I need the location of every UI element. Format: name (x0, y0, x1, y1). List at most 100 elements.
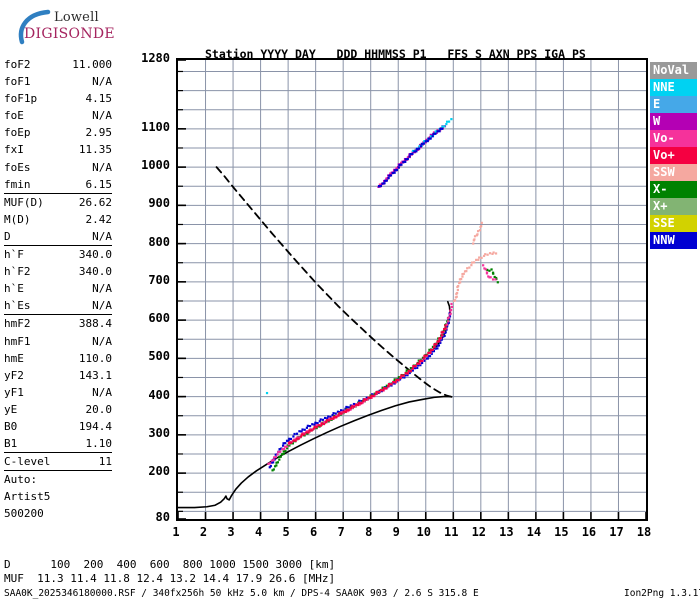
echo-point (484, 268, 487, 271)
echo-point (325, 419, 329, 422)
echo-point (398, 163, 401, 167)
echo-point (496, 281, 499, 284)
legend-item-vo[interactable]: Vo+ (650, 147, 697, 164)
param-value: N/A (92, 299, 112, 313)
echo-point (407, 369, 410, 373)
param-value: 340.0 (78, 248, 112, 262)
echo-point (324, 416, 327, 420)
echo-point (436, 340, 439, 343)
legend-item-e[interactable]: E (650, 96, 697, 113)
echo-point (320, 422, 323, 425)
echo-point (296, 436, 299, 439)
param-row-fxi: fxI 11.35 (4, 141, 112, 158)
echo-point (436, 344, 439, 347)
legend-item-ssw[interactable]: SSW (650, 164, 697, 181)
legend-item-x[interactable]: X+ (650, 198, 697, 215)
param-auto-program: Artist5 (4, 490, 51, 504)
echo-point (325, 421, 328, 424)
echo-point (478, 229, 482, 232)
param-group-divider (4, 470, 112, 472)
echo-point (279, 455, 282, 458)
x-axis-tick-label: 14 (526, 525, 542, 539)
param-row-hf: h`F 340.0 (4, 246, 112, 263)
echo-point (416, 366, 419, 369)
echo-point (431, 350, 434, 353)
echo-point (328, 417, 331, 420)
echo-point (366, 398, 369, 401)
echo-point (435, 131, 438, 134)
echo-point (439, 341, 442, 344)
echo-point (382, 387, 385, 390)
legend-item-x[interactable]: X- (650, 181, 697, 198)
echo-point (340, 411, 343, 414)
echo-point (432, 132, 435, 135)
echo-point (409, 369, 412, 372)
legend-item-sse[interactable]: SSE (650, 215, 697, 232)
echo-point (270, 461, 273, 464)
echo-point (432, 346, 436, 349)
legend-item-noval[interactable]: NoVal (650, 62, 697, 79)
echo-point (362, 400, 365, 403)
echo-point (347, 406, 350, 409)
param-key: M(D) (4, 212, 31, 226)
legend-item-nne[interactable]: NNE (650, 79, 697, 96)
legend-item-w[interactable]: W (650, 113, 697, 130)
param-group-divider (4, 452, 112, 454)
echo-point (486, 253, 489, 256)
echo-point (344, 410, 347, 414)
echo-point (400, 163, 403, 166)
echo-point (425, 138, 428, 141)
param-row-b1: B1 1.10 (4, 435, 112, 452)
param-key: fmin (4, 177, 31, 191)
echo-point (278, 458, 281, 461)
y-axis-tick-label: 800 (148, 234, 170, 249)
echo-point (448, 318, 451, 321)
param-key: yE (4, 402, 18, 416)
echo-point (395, 168, 399, 172)
logo-digisonde-text: DIGISONDE (24, 26, 115, 42)
echo-point (306, 424, 309, 427)
echo-point (430, 352, 433, 355)
echo-point (456, 291, 459, 295)
echo-point (466, 267, 469, 270)
echo-point (398, 378, 402, 381)
echo-point (463, 270, 467, 273)
echo-point (329, 415, 332, 419)
echo-point (485, 272, 489, 275)
param-row-hmf2: hmF2 388.4 (4, 315, 112, 332)
echo-point (270, 459, 273, 462)
echo-point (287, 443, 291, 446)
echo-point (388, 174, 391, 177)
echo-point (299, 435, 303, 438)
echo-point (445, 122, 448, 126)
echo-point (411, 149, 415, 153)
echo-point (450, 308, 453, 312)
echo-point (403, 376, 406, 379)
echo-point (308, 429, 311, 432)
echo-point (416, 362, 419, 365)
echo-point (271, 469, 274, 472)
y-axis-tick-label: 400 (148, 387, 170, 402)
echo-point (389, 383, 393, 386)
muf-dashed-curve (215, 166, 457, 399)
echo-point (326, 417, 329, 420)
echo-point (472, 242, 475, 245)
param-key: MUF(D) (4, 195, 44, 209)
legend-item-vo[interactable]: Vo- (650, 130, 697, 147)
echo-point (413, 367, 417, 370)
echo-point (272, 458, 275, 462)
echo-point (476, 230, 480, 233)
echo-point (478, 256, 481, 259)
param-row-hes: h`Es N/A (4, 297, 112, 314)
echo-point (432, 350, 436, 353)
echo-point (389, 172, 392, 175)
echo-point (447, 120, 451, 123)
echo-point (305, 431, 308, 434)
legend-item-nnw[interactable]: NNW (650, 232, 697, 249)
echo-point (418, 147, 421, 150)
param-key: foEs (4, 160, 31, 174)
footer-version: Ion2Png 1.3.17 (624, 588, 700, 599)
echo-point (301, 428, 304, 431)
echo-point (465, 270, 468, 273)
echo-point (409, 152, 412, 156)
